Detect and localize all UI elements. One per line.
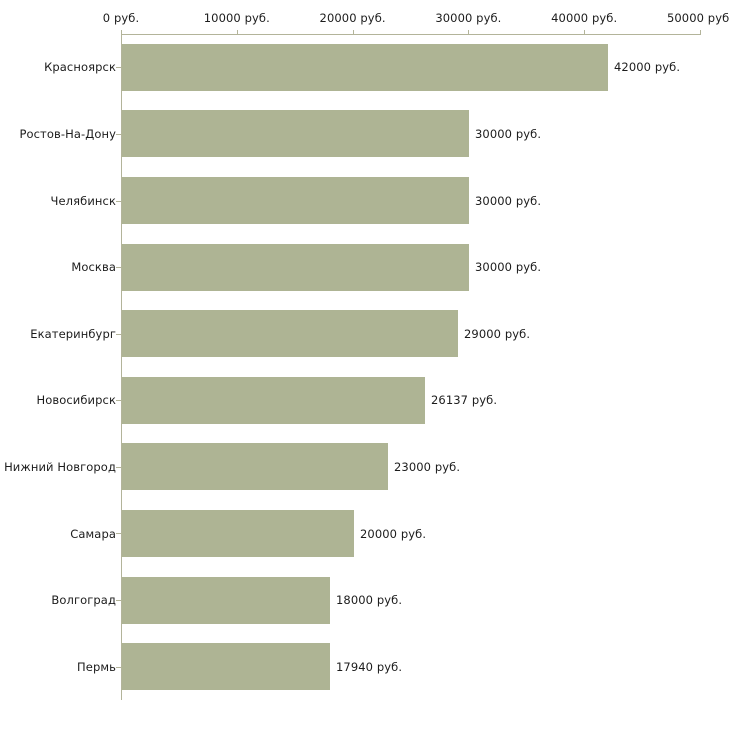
value-axis-tick-label: 0 руб. (102, 11, 140, 25)
category-axis-tick-mark (116, 400, 121, 401)
bar-value-label: 30000 руб. (475, 260, 542, 275)
bar-value-label: 20000 руб. (360, 526, 427, 541)
category-label: Ростов-На-Дону (19, 126, 116, 141)
category-label: Волгоград (51, 593, 116, 608)
category-label: Новосибирск (36, 393, 116, 408)
bar[interactable] (122, 177, 469, 224)
category-axis-line (121, 34, 122, 700)
bar-value-label: 30000 руб. (475, 193, 542, 208)
category-label: Екатеринбург (30, 326, 116, 341)
value-axis-tick-mark (584, 30, 585, 35)
bar-value-label: 26137 руб. (431, 393, 498, 408)
bar[interactable] (122, 44, 608, 91)
category-label: Самара (70, 526, 116, 541)
bar-value-label: 30000 руб. (475, 126, 542, 141)
value-axis-tick-mark (353, 30, 354, 35)
bar-value-label: 17940 руб. (336, 659, 403, 674)
category-label: Челябинск (50, 193, 116, 208)
category-axis-tick-mark (116, 533, 121, 534)
bar[interactable] (122, 310, 458, 357)
category-axis-tick-mark (116, 667, 121, 668)
value-axis-line (121, 34, 700, 35)
category-axis-tick-mark (116, 201, 121, 202)
value-axis-tick-mark (700, 30, 701, 35)
category-label: Пермь (77, 659, 116, 674)
value-axis-tick-label: 20000 руб. (319, 11, 386, 25)
value-axis-tick-label: 30000 руб. (435, 11, 502, 25)
category-axis-tick-mark (116, 334, 121, 335)
bar-value-label: 29000 руб. (464, 326, 531, 341)
value-axis-tick-label: 40000 руб. (551, 11, 618, 25)
value-axis: 0 руб. 10000 руб. 20000 руб. 30000 руб. 4000… (0, 0, 730, 36)
bar-value-label: 23000 руб. (394, 459, 461, 474)
bar-value-label: 42000 руб. (614, 60, 681, 75)
value-axis-tick-label: 50000 руб. (666, 11, 730, 25)
value-axis-tick-label: 10000 руб. (203, 11, 270, 25)
category-axis-tick-mark (116, 67, 121, 68)
category-label: Москва (71, 260, 116, 275)
category-axis-tick-mark (116, 267, 121, 268)
bar[interactable] (122, 443, 388, 490)
value-axis-tick-mark (468, 30, 469, 35)
bar[interactable] (122, 110, 469, 157)
category-label: Красноярск (44, 60, 116, 75)
bar[interactable] (122, 510, 354, 557)
bar[interactable] (122, 244, 469, 291)
bar[interactable] (122, 577, 330, 624)
bar-value-label: 18000 руб. (336, 593, 403, 608)
category-axis-tick-mark (116, 134, 121, 135)
bar[interactable] (122, 643, 330, 690)
value-axis-tick-mark (121, 30, 122, 35)
bar[interactable] (122, 377, 425, 424)
category-label: Нижний Новгород (4, 459, 116, 474)
value-axis-tick-mark (237, 30, 238, 35)
category-axis-tick-mark (116, 600, 121, 601)
category-axis-tick-mark (116, 467, 121, 468)
